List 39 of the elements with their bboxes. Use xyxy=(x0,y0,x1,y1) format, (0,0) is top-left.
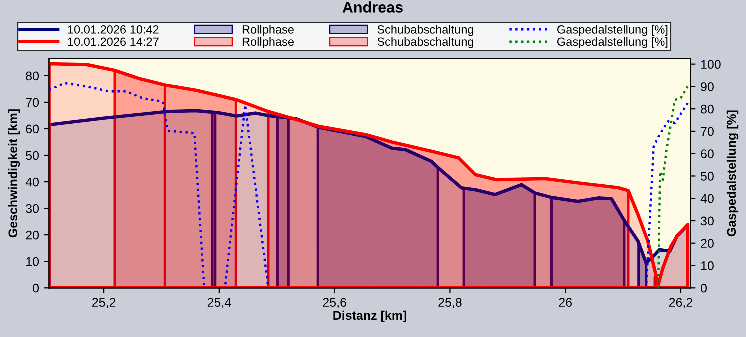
x-tick-label: 26 xyxy=(559,298,572,308)
y-tick-label: 80 xyxy=(26,72,40,81)
y-tick-label: 30 xyxy=(26,204,40,214)
y-tick-label: 0 xyxy=(33,284,40,293)
legend-label: Schubabschaltung xyxy=(378,25,474,36)
x-tick-label: 25,2 xyxy=(92,298,116,309)
y2-tick-label: 70 xyxy=(701,127,714,136)
y-tick-label: 10 xyxy=(26,257,40,266)
y-tick-label: 50 xyxy=(26,151,40,160)
y2-tick-label: 90 xyxy=(701,82,714,92)
line-series xyxy=(657,86,690,288)
x-tick-label: 25,6 xyxy=(323,298,346,309)
y2-axis-title: Gaspedalstellung [%] xyxy=(726,110,739,237)
y2-tick-label: 40 xyxy=(700,194,714,204)
legend-label: 10.01.2026 14:27 xyxy=(68,38,159,46)
y2-tick-label: 10 xyxy=(701,262,714,270)
y2-tick-label: 20 xyxy=(701,239,714,248)
x-tick-label: 25,8 xyxy=(438,298,462,309)
legend-label: Rollphase xyxy=(242,25,294,36)
legend-label: 10.01.2026 10:42 xyxy=(68,26,159,34)
y-tick-label: 20 xyxy=(26,230,40,240)
legend-label: Gaspedalstellung [%] xyxy=(558,37,668,48)
y2-tick-label: 80 xyxy=(701,104,714,114)
legend-label: Rollphase xyxy=(242,37,294,48)
x-tick-label: 26,2 xyxy=(669,298,693,309)
y2-tick-label: 50 xyxy=(701,172,714,181)
y2-tick-label: 30 xyxy=(700,216,714,226)
legend-label: Schubabschaltung xyxy=(378,37,474,48)
y-tick-label: 60 xyxy=(26,124,40,134)
legend-label: Gaspedalstellung [%] xyxy=(558,25,668,36)
y-tick-label: 70 xyxy=(26,98,40,108)
chart-title: Andreas xyxy=(342,2,403,13)
x-tick-label: 25,4 xyxy=(208,298,232,309)
y2-tick-label: 100 xyxy=(701,60,721,69)
y2-tick-label: 0 xyxy=(701,284,707,293)
x-axis-title: Distanz [km] xyxy=(334,310,406,323)
y2-tick-label: 60 xyxy=(701,150,714,159)
y-axis-title: Geschwindigkeit [km] xyxy=(8,110,20,238)
y-tick-label: 40 xyxy=(26,178,40,187)
